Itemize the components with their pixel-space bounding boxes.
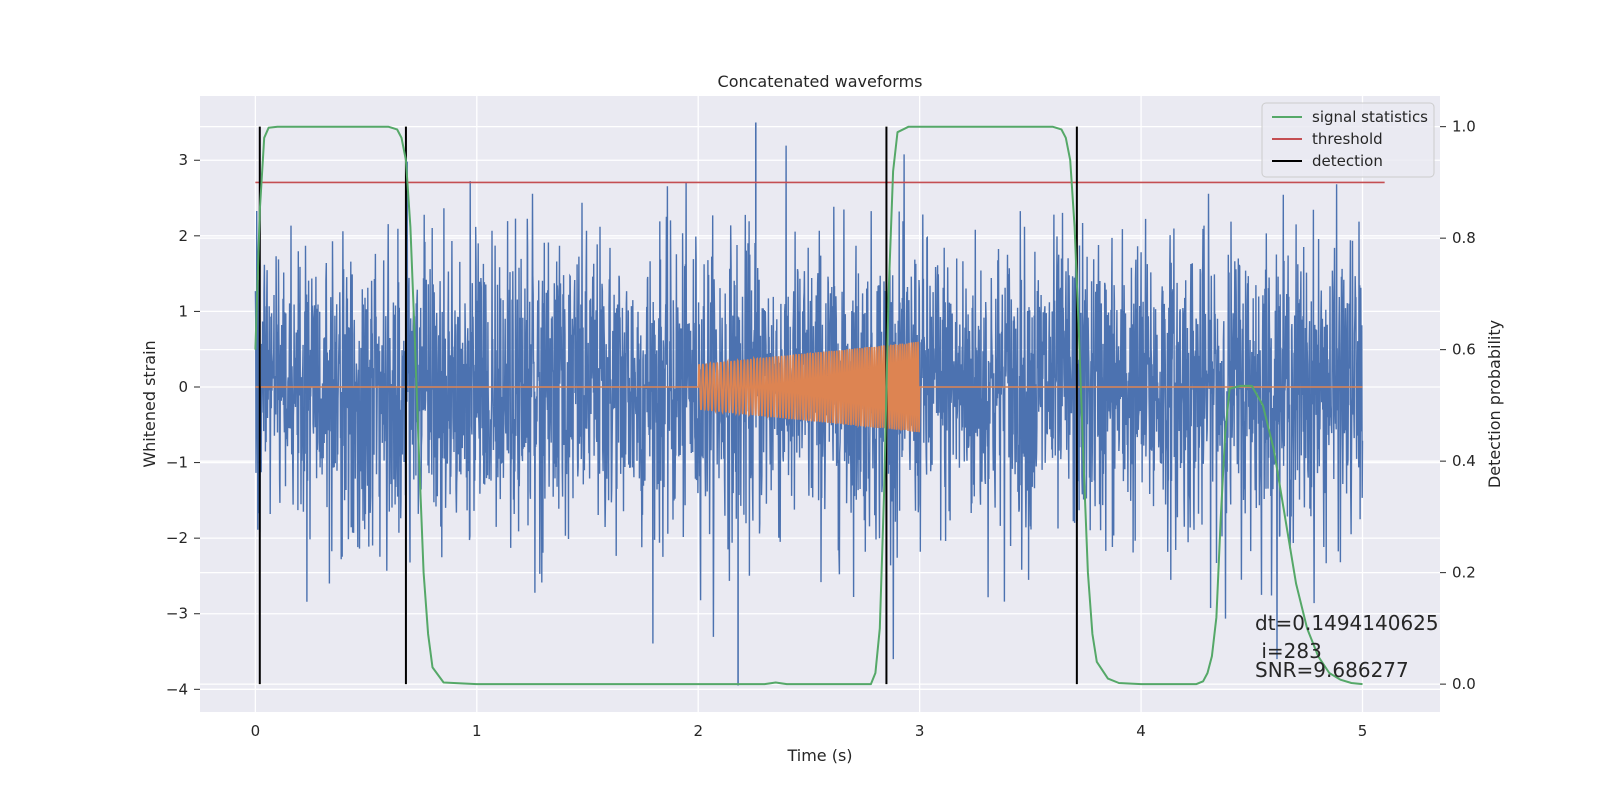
x-tick-label: 0 — [251, 722, 261, 740]
x-tick-label: 1 — [472, 722, 482, 740]
y-tick-label: 3 — [178, 151, 188, 169]
template-waveform-series — [255, 341, 1363, 433]
x-tick-label: 5 — [1358, 722, 1368, 740]
y-axis-label: Whitened strain — [140, 340, 159, 467]
x-tick-label: 2 — [693, 722, 703, 740]
annotation-index: i=283 — [1255, 639, 1322, 663]
x-tick-label: 3 — [915, 722, 925, 740]
y2-tick-label: 0.4 — [1452, 452, 1476, 470]
legend-label-signal-statistics: signal statistics — [1312, 108, 1428, 126]
y2-tick-label: 0.0 — [1452, 675, 1476, 693]
y2-axis-label: Detection probability — [1485, 320, 1504, 488]
annotation-dt: dt=0.1494140625 — [1255, 611, 1439, 635]
legend-box — [1261, 102, 1435, 178]
y-tick-label: 2 — [178, 227, 188, 245]
y-tick-label: −3 — [166, 605, 188, 623]
y2-tick-label: 0.2 — [1452, 564, 1476, 582]
y-tick-label: −2 — [166, 529, 188, 547]
y-tick-label: 0 — [178, 378, 188, 396]
template-line — [255, 341, 1363, 433]
chart-title: Concatenated waveforms — [718, 72, 923, 91]
whitened-strain-series — [254, 122, 1364, 686]
x-axis-ticks: 0 1 2 3 4 5 — [251, 722, 1368, 740]
y2-tick-label: 1.0 — [1452, 118, 1476, 136]
signal-statistics-line — [254, 125, 1363, 686]
annotation-snr: SNR=9.686277 — [1255, 658, 1409, 682]
signal-statistics-series — [254, 125, 1363, 686]
y-tick-label: −4 — [166, 680, 188, 698]
y2-tick-label: 0.6 — [1452, 341, 1476, 359]
x-tick-label: 4 — [1136, 722, 1146, 740]
legend-label-detection: detection — [1312, 152, 1383, 170]
strain-line — [254, 145, 1364, 660]
y2-axis-ticks: 0.0 0.2 0.4 0.6 0.8 1.0 — [1440, 118, 1476, 693]
x-axis-label: Time (s) — [786, 746, 852, 765]
legend: signal statistics threshold detection — [1261, 102, 1435, 178]
y-tick-label: −1 — [166, 454, 188, 472]
y-tick-label: 1 — [178, 302, 188, 320]
y-axis-ticks: −4 −3 −2 −1 0 1 2 3 — [166, 151, 200, 698]
y2-tick-label: 0.8 — [1452, 229, 1476, 247]
legend-label-threshold: threshold — [1312, 130, 1383, 148]
